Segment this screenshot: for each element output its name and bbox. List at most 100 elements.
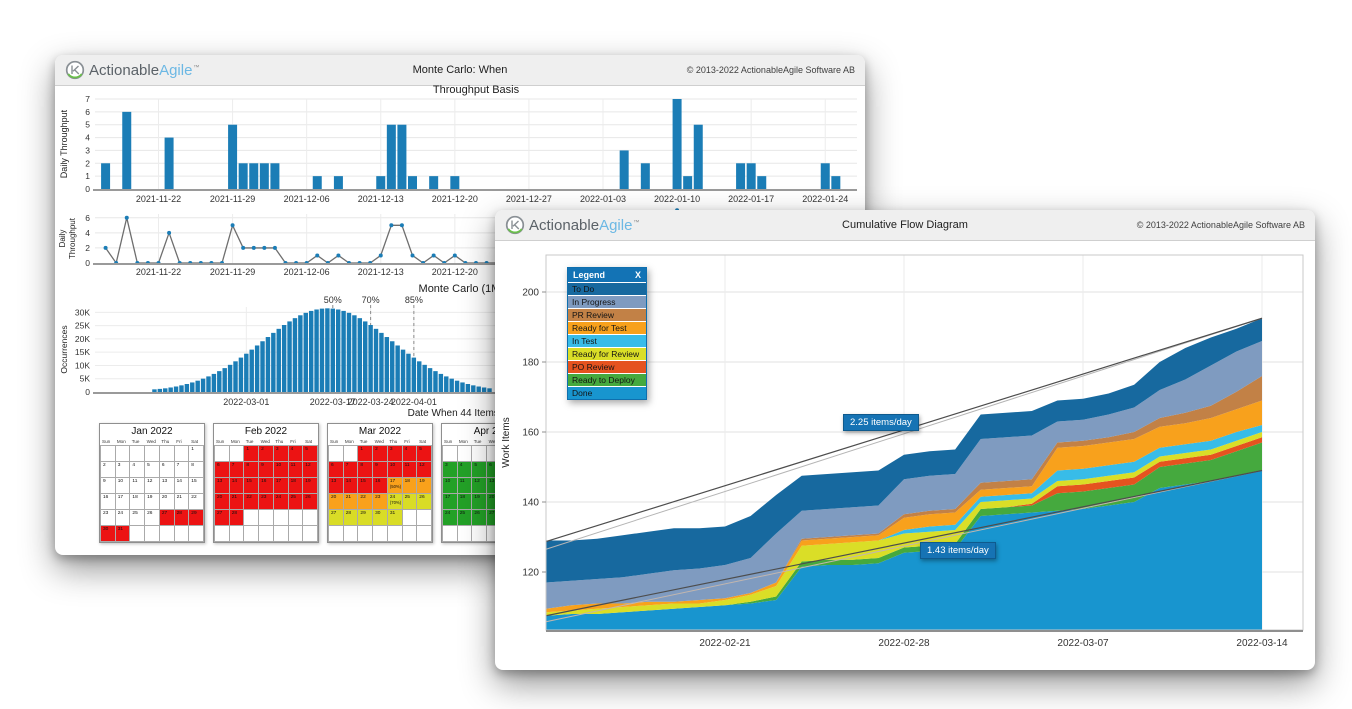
calendar-cell: 8 xyxy=(358,462,374,478)
svg-text:5K: 5K xyxy=(80,374,91,384)
cumulative-flow-chart[interactable]: 120 140 160 180 200 2022-02-21 2022-02-28 2022-… xyxy=(495,240,1315,668)
calendar-cell: 17 xyxy=(443,494,458,510)
calendar-cell: 24 xyxy=(273,494,289,510)
forecast-calendars: Jan 2022 Sun Mon Tue Wed Thu Fri Sat 1 2 3 4 5 6 7 8 9 10… xyxy=(99,423,547,543)
calendar-cell: 13 xyxy=(159,478,175,494)
throughput-basis-bar-chart[interactable]: 2021-11-22 2021-11-29 2021-12-06 2021-12-13… xyxy=(55,89,865,207)
calendar-cell: 7 xyxy=(174,462,190,478)
calendar-cell: 24 (70%) xyxy=(387,494,403,510)
calendar-cell: 30 xyxy=(101,526,116,542)
calendar-cell: 28 xyxy=(343,510,359,526)
calendar-cell: 26 xyxy=(145,510,160,526)
legend-header[interactable]: Legend X xyxy=(568,268,646,282)
svg-text:10K: 10K xyxy=(75,360,90,370)
departure-rate-label[interactable]: 1.43 items/day xyxy=(920,542,996,559)
svg-text:2022-01-17: 2022-01-17 xyxy=(728,194,774,204)
svg-text:4: 4 xyxy=(85,228,90,238)
calendar-cell: 23 xyxy=(101,510,116,526)
legend-panel: Legend X To Do In Progress PR Review Ready fo… xyxy=(567,267,647,400)
svg-text:2021-11-29: 2021-11-29 xyxy=(210,267,255,277)
calendar-cell: 4 xyxy=(288,446,304,462)
calendar-cell xyxy=(244,526,260,542)
calendar-cell: 20 xyxy=(329,494,344,510)
calendar-cell: 21 xyxy=(229,494,245,510)
legend-item-in-progress[interactable]: In Progress xyxy=(568,295,646,308)
window-title: Monte Carlo: When xyxy=(412,64,508,76)
svg-text:0: 0 xyxy=(85,258,90,268)
calendar-cell: 25 xyxy=(457,510,473,526)
svg-text:2021-11-29: 2021-11-29 xyxy=(210,194,255,204)
svg-text:2: 2 xyxy=(85,243,90,253)
brand-text: ActionableAgile™ xyxy=(89,61,200,79)
calendar-cell: 13 xyxy=(329,478,344,494)
calendar-cell: 4 xyxy=(457,462,473,478)
calendar-cell: 14 xyxy=(343,478,359,494)
calendar-cell xyxy=(215,526,230,542)
calendar-cell: 16 xyxy=(373,478,388,494)
calendar-cell xyxy=(417,526,432,542)
legend-item-done[interactable]: Done xyxy=(568,386,646,399)
legend-item-ready-to-deploy[interactable]: Ready to Deploy xyxy=(568,373,646,386)
calendar-cell: 26 xyxy=(417,494,432,510)
legend-close-button[interactable]: X xyxy=(634,270,641,280)
calendar-cell: 11 xyxy=(457,478,473,494)
legend-item-in-test[interactable]: In Test xyxy=(568,334,646,347)
calendar-cell: 10 xyxy=(443,478,458,494)
calendar-cell xyxy=(101,446,116,462)
calendar-cell: 7 xyxy=(343,462,359,478)
svg-text:2021-12-13: 2021-12-13 xyxy=(358,194,404,204)
calendar-month-title: Mar 2022 xyxy=(358,426,402,437)
calendar-cell xyxy=(443,446,458,462)
svg-text:Throughput: Throughput xyxy=(68,217,77,259)
calendar-cell: 17 xyxy=(115,494,131,510)
svg-text:2022-02-21: 2022-02-21 xyxy=(699,638,751,649)
legend-item-ready-for-test[interactable]: Ready for Test xyxy=(568,321,646,334)
calendar-cell: 2 xyxy=(259,446,274,462)
calendar-cell xyxy=(273,526,289,542)
throughput-basis-title: Throughput Basis xyxy=(432,84,520,96)
calendar-cell: 14 xyxy=(174,478,190,494)
calendar-cell: 28 xyxy=(174,510,190,526)
svg-text:50%: 50% xyxy=(324,295,342,305)
calendar-cell xyxy=(329,446,344,462)
calendar-cell xyxy=(273,510,289,526)
calendar-cell: 29 xyxy=(358,510,374,526)
calendar-cell: 18 xyxy=(402,478,418,494)
legend-item-pr-review[interactable]: PR Review xyxy=(568,308,646,321)
calendar-cell xyxy=(417,510,432,526)
svg-text:2021-12-20: 2021-12-20 xyxy=(432,194,478,204)
calendar-cell xyxy=(288,510,304,526)
cfd-window-header: ActionableAgile™ Cumulative Flow Diagram… xyxy=(495,210,1315,241)
calendar-cell: 1 xyxy=(189,446,204,462)
calendar-cell: 10 xyxy=(115,478,131,494)
arrival-rate-label[interactable]: 2.25 items/day xyxy=(843,414,919,431)
svg-text:2022-03-24: 2022-03-24 xyxy=(348,397,394,407)
calendar-cell xyxy=(373,526,388,542)
svg-text:25K: 25K xyxy=(75,321,90,331)
calendar-cell: 4 xyxy=(402,446,418,462)
svg-text:1: 1 xyxy=(85,171,90,181)
calendar-cell: 13 xyxy=(215,478,230,494)
svg-text:Daily: Daily xyxy=(58,230,67,248)
svg-text:200: 200 xyxy=(522,288,539,299)
svg-text:4: 4 xyxy=(85,133,90,143)
legend-item-ready-for-review[interactable]: Ready for Review xyxy=(568,347,646,360)
svg-text:0: 0 xyxy=(85,387,90,397)
calendar-cell xyxy=(457,446,473,462)
calendar-cell: 15 xyxy=(189,478,204,494)
legend-item-po-review[interactable]: PO Review xyxy=(568,360,646,373)
calendar-cell: 28 xyxy=(229,510,245,526)
calendar-cell: 10 xyxy=(387,462,403,478)
svg-text:180: 180 xyxy=(522,358,539,369)
calendar-cell: 21 xyxy=(174,494,190,510)
svg-text:2022-03-07: 2022-03-07 xyxy=(1057,638,1109,649)
calendar-cell: 8 xyxy=(244,462,260,478)
calendar-cell: 19 xyxy=(145,494,160,510)
monte-carlo-histogram[interactable]: 50% 70% 85%2022-03-01 2022-03-172022-03-242… xyxy=(55,295,865,420)
copyright-text: © 2013-2022 ActionableAgile Software AB xyxy=(686,65,855,75)
calendar-cell: 7 xyxy=(229,462,245,478)
legend-item-to-do[interactable]: To Do xyxy=(568,282,646,295)
svg-text:2021-11-22: 2021-11-22 xyxy=(136,194,181,204)
